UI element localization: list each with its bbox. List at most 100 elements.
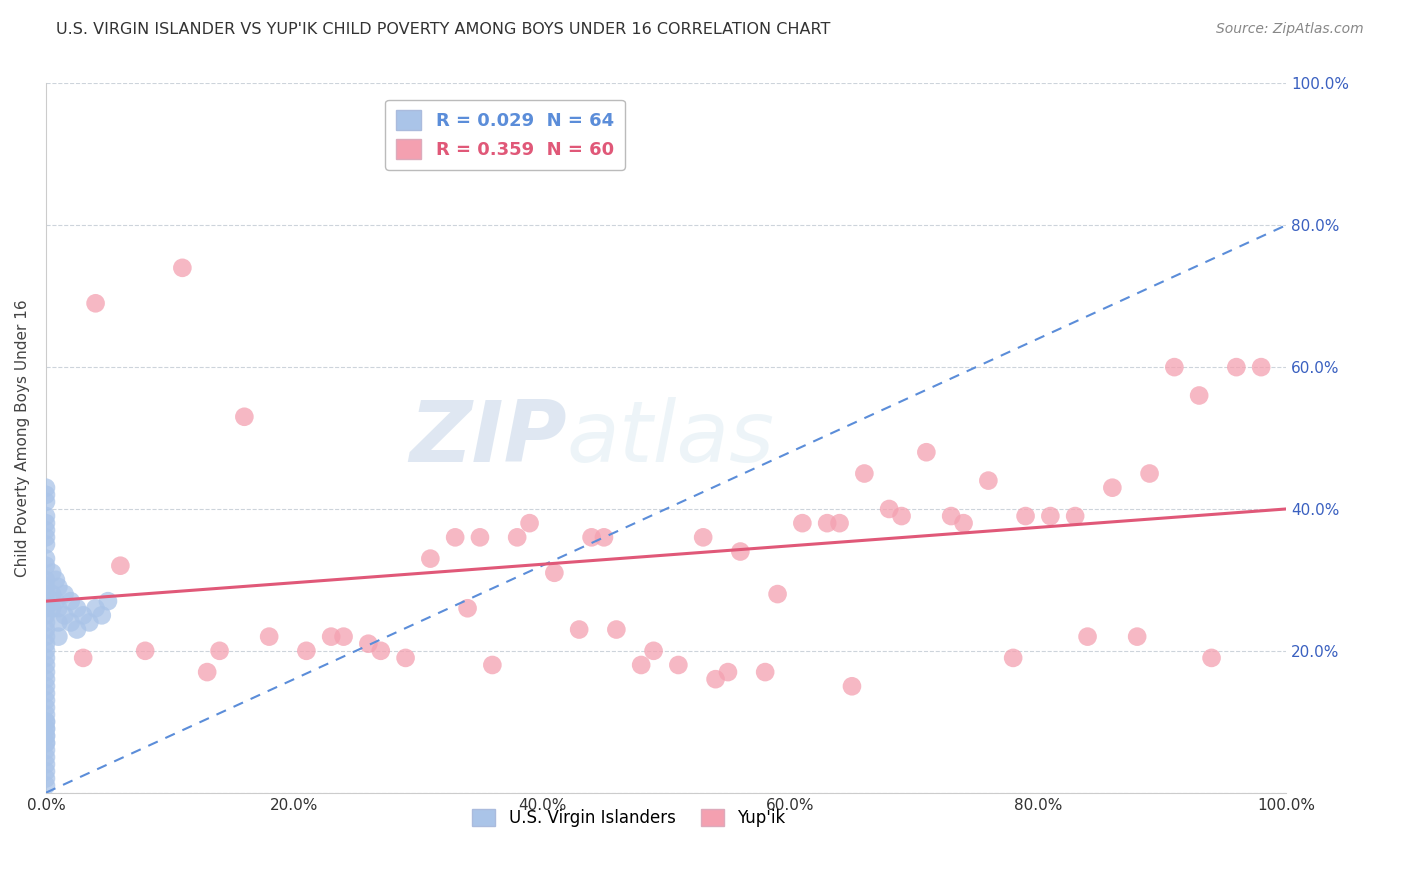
Point xyxy=(332,630,354,644)
Point xyxy=(35,608,58,623)
Point xyxy=(59,615,82,630)
Point xyxy=(519,516,541,530)
Point xyxy=(35,665,58,679)
Point xyxy=(506,530,529,544)
Point xyxy=(1126,630,1149,644)
Point xyxy=(35,686,58,700)
Point xyxy=(419,551,441,566)
Point xyxy=(593,530,616,544)
Point xyxy=(568,623,591,637)
Point xyxy=(730,544,752,558)
Point xyxy=(41,587,63,601)
Point xyxy=(35,722,58,736)
Point xyxy=(35,722,58,736)
Point xyxy=(35,594,58,608)
Point xyxy=(704,672,727,686)
Point xyxy=(35,672,58,686)
Point xyxy=(468,530,491,544)
Point xyxy=(543,566,565,580)
Point xyxy=(35,743,58,757)
Point xyxy=(66,623,89,637)
Point xyxy=(208,644,231,658)
Point xyxy=(1014,509,1036,524)
Point xyxy=(1201,651,1223,665)
Point xyxy=(90,608,112,623)
Point xyxy=(295,644,318,658)
Point xyxy=(35,523,58,537)
Point xyxy=(394,651,416,665)
Point xyxy=(853,467,876,481)
Point xyxy=(48,601,70,615)
Point xyxy=(35,537,58,551)
Point xyxy=(717,665,740,679)
Point xyxy=(35,714,58,729)
Point xyxy=(581,530,603,544)
Point xyxy=(35,481,58,495)
Point xyxy=(321,630,343,644)
Point xyxy=(172,260,194,275)
Point xyxy=(35,615,58,630)
Point xyxy=(643,644,665,658)
Point xyxy=(1225,360,1247,375)
Point xyxy=(35,658,58,673)
Point xyxy=(1188,388,1211,402)
Point xyxy=(35,495,58,509)
Point xyxy=(1250,360,1272,375)
Point xyxy=(35,587,58,601)
Point xyxy=(110,558,132,573)
Point xyxy=(890,509,912,524)
Point xyxy=(35,736,58,750)
Point xyxy=(35,516,58,530)
Point xyxy=(35,750,58,764)
Point xyxy=(457,601,479,615)
Text: atlas: atlas xyxy=(567,397,775,480)
Point xyxy=(72,651,94,665)
Point xyxy=(1139,467,1161,481)
Point xyxy=(48,630,70,644)
Point xyxy=(1077,630,1099,644)
Point xyxy=(35,679,58,693)
Point xyxy=(1101,481,1123,495)
Point xyxy=(692,530,714,544)
Point xyxy=(35,779,58,793)
Point xyxy=(877,502,900,516)
Y-axis label: Child Poverty Among Boys Under 16: Child Poverty Among Boys Under 16 xyxy=(15,299,30,577)
Point xyxy=(977,474,1000,488)
Point xyxy=(97,594,120,608)
Text: Source: ZipAtlas.com: Source: ZipAtlas.com xyxy=(1216,22,1364,37)
Point xyxy=(35,623,58,637)
Point xyxy=(35,764,58,779)
Point xyxy=(35,644,58,658)
Point xyxy=(45,594,67,608)
Point xyxy=(754,665,776,679)
Point xyxy=(48,615,70,630)
Point xyxy=(72,608,94,623)
Point xyxy=(35,700,58,714)
Point xyxy=(841,679,863,693)
Point xyxy=(35,637,58,651)
Point xyxy=(35,707,58,722)
Point xyxy=(370,644,392,658)
Point xyxy=(35,601,58,615)
Point xyxy=(666,658,689,673)
Point xyxy=(233,409,256,424)
Point xyxy=(357,637,380,651)
Point xyxy=(48,580,70,594)
Point xyxy=(1039,509,1062,524)
Point xyxy=(35,757,58,772)
Point xyxy=(35,651,58,665)
Legend: U.S. Virgin Islanders, Yup'ik: U.S. Virgin Islanders, Yup'ik xyxy=(465,803,792,834)
Point xyxy=(481,658,503,673)
Point xyxy=(59,594,82,608)
Point xyxy=(35,573,58,587)
Point xyxy=(79,615,101,630)
Point xyxy=(1064,509,1087,524)
Point xyxy=(828,516,851,530)
Point xyxy=(53,587,76,601)
Text: U.S. VIRGIN ISLANDER VS YUP'IK CHILD POVERTY AMONG BOYS UNDER 16 CORRELATION CHA: U.S. VIRGIN ISLANDER VS YUP'IK CHILD POV… xyxy=(56,22,831,37)
Point xyxy=(84,601,107,615)
Point xyxy=(35,580,58,594)
Point xyxy=(1002,651,1025,665)
Point xyxy=(41,566,63,580)
Point xyxy=(941,509,963,524)
